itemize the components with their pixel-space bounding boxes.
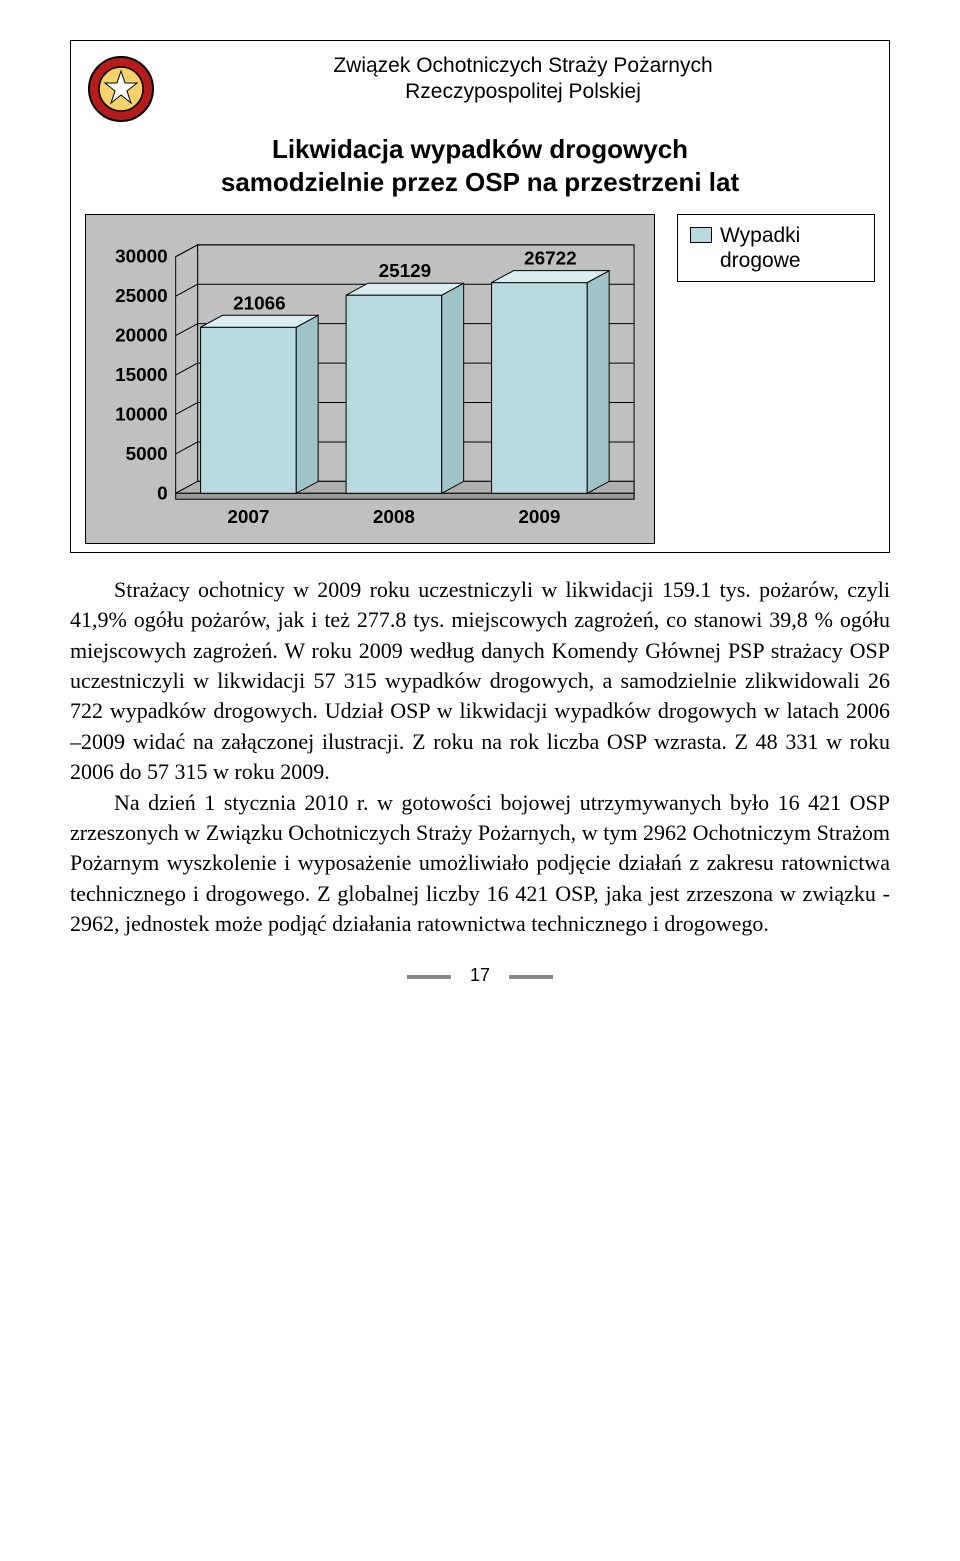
- chart-title-line-2: samodzielnie przez OSP na przestrzeni la…: [221, 167, 739, 197]
- svg-text:2007: 2007: [227, 507, 269, 528]
- svg-text:10000: 10000: [115, 404, 168, 425]
- page-footer: 17: [70, 965, 890, 986]
- org-line-1: Związek Ochotniczych Straży Pożarnych: [171, 53, 875, 79]
- legend-label: Wypadki drogowe: [720, 223, 862, 273]
- svg-text:2009: 2009: [518, 507, 560, 528]
- card-header: Związek Ochotniczych Straży Pożarnych Rz…: [85, 53, 875, 125]
- svg-text:2008: 2008: [373, 507, 415, 528]
- svg-text:20000: 20000: [115, 326, 168, 347]
- chart-title: Likwidacja wypadków drogowych samodzieln…: [85, 133, 875, 198]
- paragraph-1: Strażacy ochotnicy w 2009 roku uczestnic…: [70, 575, 890, 788]
- svg-text:25129: 25129: [379, 261, 432, 282]
- paragraph-2: Na dzień 1 stycznia 2010 r. w gotowości …: [70, 788, 890, 940]
- bar-chart-3d: 0 5000 10000 15000 20000 25000 30000 21066 2007 2…: [85, 214, 655, 544]
- chart-title-line-1: Likwidacja wypadków drogowych: [272, 134, 688, 164]
- svg-text:0: 0: [157, 483, 168, 504]
- chart-plot-area: 0 5000 10000 15000 20000 25000 30000 21066 2007 2…: [85, 214, 655, 544]
- svg-text:30000: 30000: [115, 247, 168, 268]
- org-line-2: Rzeczypospolitej Polskiej: [171, 79, 875, 105]
- page-number: 17: [460, 965, 500, 986]
- svg-text:15000: 15000: [115, 365, 168, 386]
- chart-card: Związek Ochotniczych Straży Pożarnych Rz…: [70, 40, 890, 553]
- emblem-icon: [85, 53, 157, 125]
- svg-text:5000: 5000: [126, 444, 168, 465]
- svg-text:25000: 25000: [115, 286, 168, 307]
- svg-text:21066: 21066: [233, 293, 286, 314]
- footer-rule-left: [407, 975, 451, 979]
- chart-row: 0 5000 10000 15000 20000 25000 30000 21066 2007 2…: [85, 214, 875, 544]
- legend-swatch: [690, 227, 712, 243]
- organization-name: Związek Ochotniczych Straży Pożarnych Rz…: [171, 53, 875, 106]
- svg-text:26722: 26722: [524, 249, 577, 270]
- document-page: Związek Ochotniczych Straży Pożarnych Rz…: [0, 0, 960, 1016]
- chart-legend: Wypadki drogowe: [677, 214, 875, 282]
- body-text: Strażacy ochotnicy w 2009 roku uczestnic…: [70, 575, 890, 939]
- footer-rule-right: [509, 975, 553, 979]
